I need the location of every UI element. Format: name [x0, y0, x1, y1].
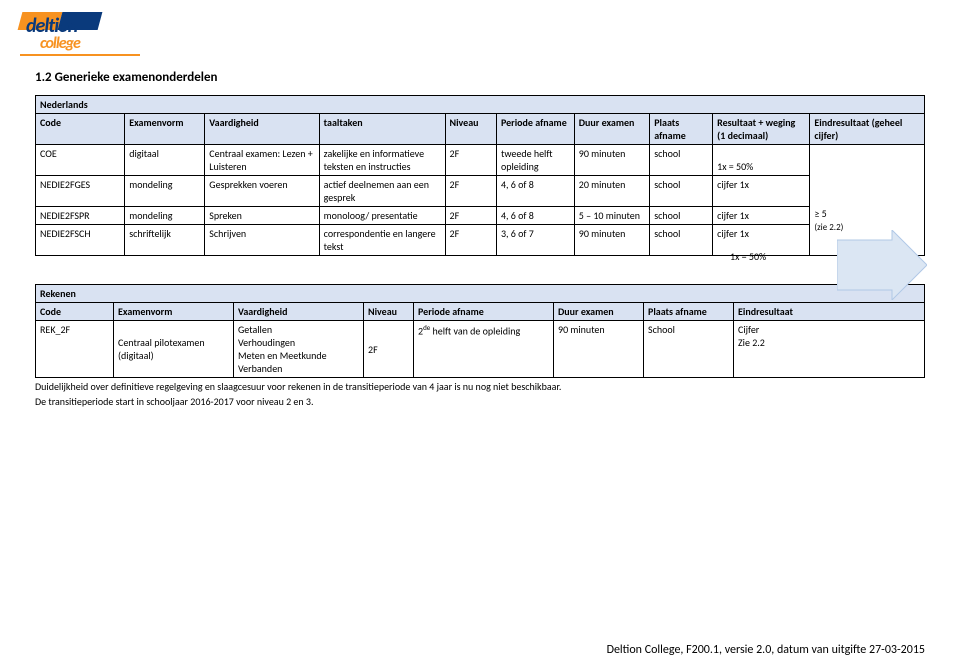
section-title: 1.2 Generieke examenonderdelen [35, 70, 925, 85]
ned-cell-vorm: mondeling [125, 176, 205, 207]
rekenen-table: Rekenen CodeExamenvormVaardigheidNiveauP… [35, 284, 925, 378]
ned-cell-duur: 5 – 10 minuten [574, 207, 649, 225]
ned-cell-taal: actief deelnemen aan een gesprek [319, 176, 445, 207]
ned-cell-taal: zakelijke en informatieve teksten en ins… [319, 145, 445, 176]
logo-text-2: college [40, 34, 80, 53]
page-content: 1.2 Generieke examenonderdelen Nederland… [35, 70, 925, 408]
rek-col-5: Duur examen [554, 303, 644, 321]
rek-note-2: De transitieperiode start in schooljaar … [35, 395, 925, 408]
ned-row: NEDIE2FSCHschriftelijkSchrijvencorrespon… [36, 225, 925, 256]
ned-col-5: Periode afname [496, 114, 574, 145]
ned-cell-plaats: school [650, 207, 713, 225]
nederlands-table: Nederlands CodeExamenvormVaardigheidtaal… [35, 95, 925, 256]
rek-cell-plaats: School [644, 321, 734, 378]
rek-col-6: Plaats afname [644, 303, 734, 321]
rek-cell-vorm: Centraal pilotexamen (digitaal) [114, 321, 234, 378]
ned-cell-duur: 20 minuten [574, 176, 649, 207]
logo: deltion college [20, 12, 140, 60]
rek-col-4: Periode afname [414, 303, 554, 321]
ned-cell-plaats: school [650, 145, 713, 176]
ned-cell-vaard: Spreken [205, 207, 319, 225]
ned-cell-per: 4, 6 of 8 [496, 176, 574, 207]
ned-col-6: Duur examen [574, 114, 649, 145]
ned-cell-duur: 90 minuten [574, 145, 649, 176]
page-footer: Deltion College, F200.1, versie 2.0, dat… [607, 643, 925, 657]
ned-col-3: taaltaken [319, 114, 445, 145]
ned-cell-niv: 2F [445, 145, 496, 176]
ned-col-9: Eindresultaat (geheel cijfer) [810, 114, 925, 145]
ned-col-7: Plaats afname [650, 114, 713, 145]
ned-cell-plaats: school [650, 225, 713, 256]
ned-cell-taal: monoloog/ presentatie [319, 207, 445, 225]
ned-cell-vaard: Gesprekken voeren [205, 176, 319, 207]
ned-col-1: Examenvorm [125, 114, 205, 145]
ned-title: Nederlands [36, 96, 925, 114]
rek-col-3: Niveau [364, 303, 414, 321]
ned-cell-res: cijfer 1x [713, 207, 810, 225]
rek-cell-eind: Cijfer Zie 2.2 [734, 321, 925, 378]
ned-cell-eind: ≥ 5(zie 2.2) [810, 145, 925, 256]
rek-cell-vaard: Getallen Verhoudingen Meten en Meetkunde… [234, 321, 364, 378]
ned-cell-vorm: schriftelijk [125, 225, 205, 256]
rek-cell-duur: 90 minuten [554, 321, 644, 378]
ned-col-0: Code [36, 114, 125, 145]
ned-cell-vaard: Centraal examen: Lezen + Luisteren [205, 145, 319, 176]
rek-col-7: Eindresultaat [734, 303, 925, 321]
rek-cell-code: REK_2F [36, 321, 114, 378]
rek-cell-per: 2de helft van de opleiding [414, 321, 554, 378]
rek-header-row: CodeExamenvormVaardigheidNiveauPeriode a… [36, 303, 925, 321]
ned-cell-vorm: digitaal [125, 145, 205, 176]
rek-note-1: Duidelijkheid over definitieve regelgevi… [35, 380, 925, 393]
ned-header-row: CodeExamenvormVaardigheidtaaltakenNiveau… [36, 114, 925, 145]
ned-col-2: Vaardigheid [205, 114, 319, 145]
ned-cell-res: 1x = 50% [713, 145, 810, 176]
ned-cell-duur: 90 minuten [574, 225, 649, 256]
ned-cell-vorm: mondeling [125, 207, 205, 225]
ned-cell-res: cijfer 1x [713, 176, 810, 207]
ned-cell-niv: 2F [445, 207, 496, 225]
rek-cell-niv: 2F [364, 321, 414, 378]
ned-brace-label: 1x = 50% [730, 250, 766, 263]
ned-col-8: Resultaat + weging (1 decimaal) [713, 114, 810, 145]
ned-cell-niv: 2F [445, 176, 496, 207]
rek-col-1: Examenvorm [114, 303, 234, 321]
ned-cell-per: tweede helft opleiding [496, 145, 574, 176]
rek-col-2: Vaardigheid [234, 303, 364, 321]
rek-col-0: Code [36, 303, 114, 321]
ned-cell-plaats: school [650, 176, 713, 207]
ned-cell-per: 3, 6 of 7 [496, 225, 574, 256]
ned-cell-taal: correspondentie en langere tekst [319, 225, 445, 256]
ned-row: NEDIE2FSPRmondelingSprekenmonoloog/ pres… [36, 207, 925, 225]
rek-body-row: REK_2FCentraal pilotexamen (digitaal)Get… [36, 321, 925, 378]
rek-title: Rekenen [36, 285, 925, 303]
logo-rule [20, 54, 140, 56]
ned-row: NEDIE2FGESmondelingGesprekken voerenacti… [36, 176, 925, 207]
ned-cell-vaard: Schrijven [205, 225, 319, 256]
ned-cell-code: COE [36, 145, 125, 176]
ned-cell-code: NEDIE2FGES [36, 176, 125, 207]
ned-cell-code: NEDIE2FSCH [36, 225, 125, 256]
ned-cell-niv: 2F [445, 225, 496, 256]
ned-cell-code: NEDIE2FSPR [36, 207, 125, 225]
ned-col-4: Niveau [445, 114, 496, 145]
ned-cell-per: 4, 6 of 8 [496, 207, 574, 225]
ned-row: COEdigitaalCentraal examen: Lezen + Luis… [36, 145, 925, 176]
